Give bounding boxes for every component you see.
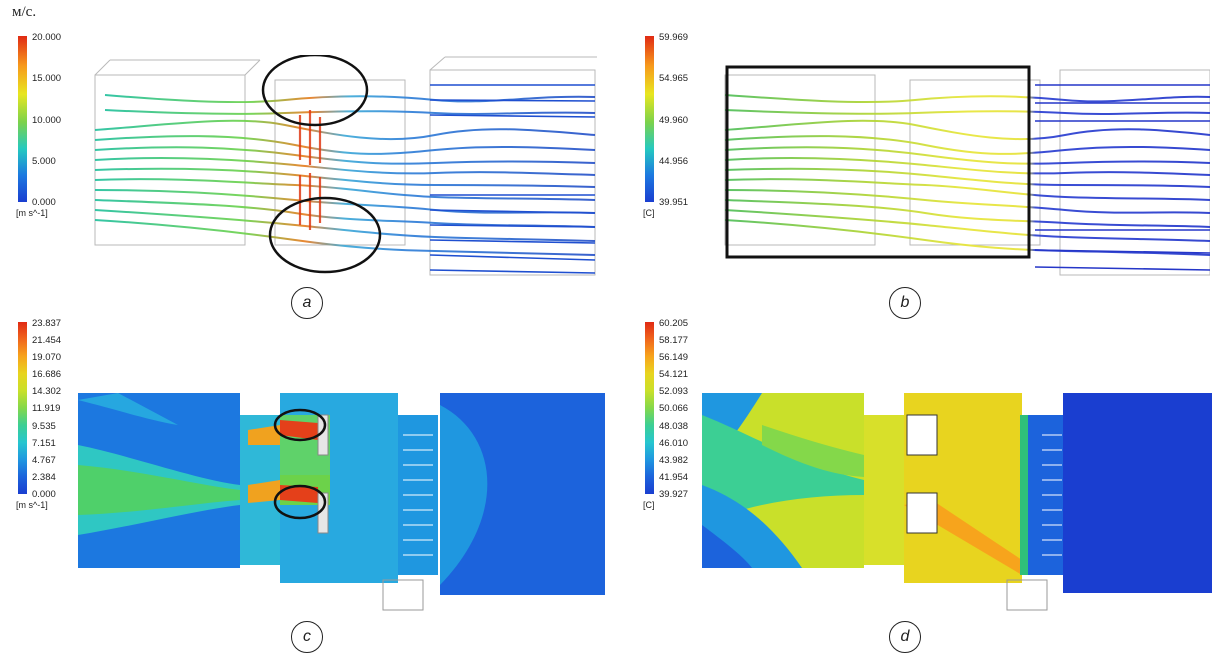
colorbar-a: [18, 36, 27, 202]
legend-tick: 49.960: [659, 115, 689, 126]
legend-tick: 46.010: [659, 438, 689, 449]
annotation-ellipse: [273, 484, 327, 520]
legend-tick: 54.121: [659, 369, 689, 380]
legend-unit: [C]: [643, 500, 655, 510]
colorbar-d: [645, 322, 654, 494]
legend-tick: 43.982: [659, 455, 689, 466]
contour-view-c: [78, 393, 605, 611]
legend-tick: 0.000: [32, 197, 56, 208]
annotation-ellipse: [273, 408, 327, 442]
contour-view-d: [702, 393, 1212, 611]
annotation-circle: [268, 196, 382, 274]
panel-label-d: d: [889, 621, 921, 653]
legend-tick: 23.837: [32, 318, 62, 329]
legend-tick: 14.302: [32, 386, 62, 397]
legend-tick: 50.066: [659, 403, 689, 414]
colorbar-b: [645, 36, 654, 202]
legend-tick: 2.384: [32, 472, 56, 483]
annotation-rectangle: [725, 65, 1031, 259]
legend-tick: 44.956: [659, 156, 689, 167]
legend-tick: 16.686: [32, 369, 62, 380]
panel-label-c: c: [291, 621, 323, 653]
legend-tick: 48.038: [659, 421, 689, 432]
legend-tick: 4.767: [32, 455, 56, 466]
legend-tick: 52.093: [659, 386, 689, 397]
legend-tick: 41.954: [659, 472, 689, 483]
legend-tick: 58.177: [659, 335, 689, 346]
legend-tick: 11.919: [32, 403, 61, 414]
panel-label-b: b: [889, 287, 921, 319]
legend-tick: 20.000: [32, 32, 62, 43]
legend-unit: [m s^-1]: [16, 500, 48, 510]
annotation-circle: [261, 55, 369, 127]
top-unit-label: м/с.: [12, 4, 37, 20]
legend-tick: 60.205: [659, 318, 689, 329]
legend-unit: [m s^-1]: [16, 208, 48, 218]
legend-tick: 39.951: [659, 197, 689, 208]
legend-tick: 0.000: [32, 489, 56, 500]
legend-tick: 5.000: [32, 156, 56, 167]
streamline-view-b: [724, 65, 1210, 276]
legend-unit: [C]: [643, 208, 655, 218]
legend-tick: 54.965: [659, 73, 689, 84]
colorbar-c: [18, 322, 27, 494]
legend-tick: 15.000: [32, 73, 62, 84]
legend-tick: 21.454: [32, 335, 62, 346]
legend-tick: 7.151: [32, 438, 56, 449]
legend-tick: 59.969: [659, 32, 689, 43]
legend-tick: 10.000: [32, 115, 62, 126]
legend-tick: 39.927: [659, 489, 689, 500]
legend-tick: 56.149: [659, 352, 689, 363]
legend-tick: 9.535: [32, 421, 56, 432]
legend-tick: 19.070: [32, 352, 62, 363]
streamline-view-a: [94, 55, 597, 276]
panel-label-a: a: [291, 287, 323, 319]
